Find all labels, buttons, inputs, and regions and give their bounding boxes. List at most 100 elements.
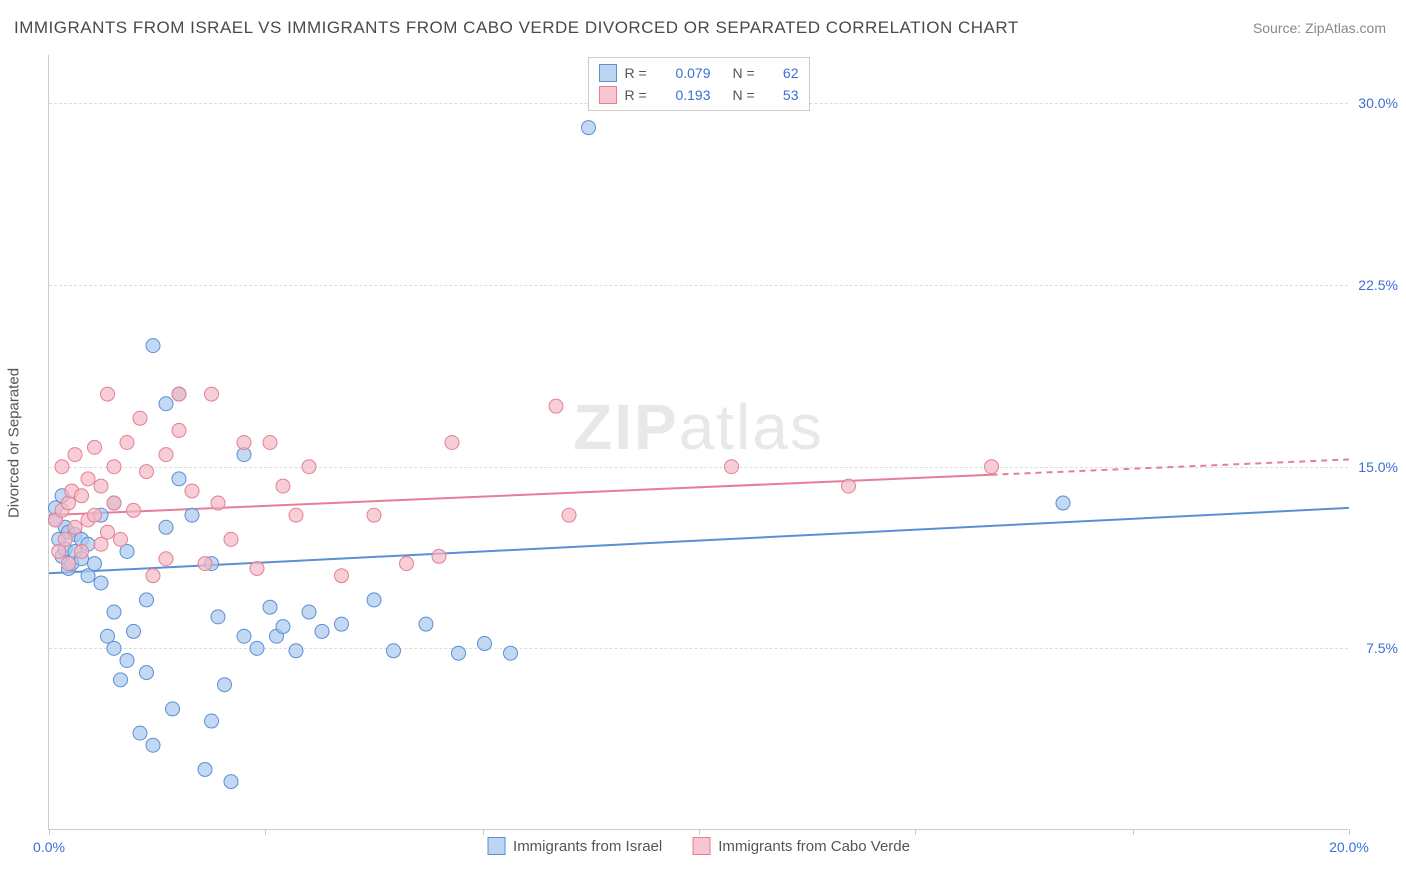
scatter-point: [224, 532, 238, 546]
scatter-point: [263, 436, 277, 450]
scatter-point: [88, 508, 102, 522]
scatter-point: [367, 508, 381, 522]
y-tick-label: 22.5%: [1348, 277, 1398, 293]
legend-swatch-caboverde-b: [692, 837, 710, 855]
scatter-point: [985, 460, 999, 474]
y-axis-label: Divorced or Separated: [6, 367, 23, 517]
n-value-israel: 62: [769, 65, 799, 81]
scatter-point: [159, 397, 173, 411]
x-tick: [915, 829, 916, 835]
scatter-point: [211, 496, 225, 510]
scatter-point: [237, 436, 251, 450]
scatter-point: [367, 593, 381, 607]
chart-area: Divorced or Separated ZIPatlas 7.5%15.0%…: [48, 55, 1348, 830]
source-attribution: Source: ZipAtlas.com: [1253, 20, 1386, 36]
scatter-point: [133, 726, 147, 740]
scatter-point: [250, 641, 264, 655]
scatter-point: [198, 557, 212, 571]
scatter-point: [315, 624, 329, 638]
scatter-point: [94, 576, 108, 590]
scatter-point: [172, 423, 186, 437]
scatter-point: [101, 387, 115, 401]
legend-swatch-israel-b: [487, 837, 505, 855]
scatter-point: [172, 387, 186, 401]
scatter-point: [159, 552, 173, 566]
legend-item-caboverde: Immigrants from Cabo Verde: [692, 837, 910, 855]
scatter-point: [140, 666, 154, 680]
scatter-point: [335, 569, 349, 583]
scatter-point: [185, 484, 199, 498]
scatter-point: [107, 641, 121, 655]
scatter-point: [205, 714, 219, 728]
plot-svg: [49, 55, 1348, 829]
scatter-point: [166, 702, 180, 716]
scatter-point: [146, 738, 160, 752]
scatter-point: [120, 436, 134, 450]
scatter-point: [276, 620, 290, 634]
scatter-point: [432, 549, 446, 563]
y-tick-label: 15.0%: [1348, 459, 1398, 475]
legend-bottom: Immigrants from Israel Immigrants from C…: [487, 837, 910, 855]
n-label: N =: [733, 87, 761, 103]
scatter-point: [62, 557, 76, 571]
trend-lines: [49, 459, 1349, 573]
scatter-point: [75, 489, 89, 503]
legend-stats-row-1: R = 0.193 N = 53: [599, 84, 799, 106]
scatter-point: [211, 610, 225, 624]
scatter-point: [1056, 496, 1070, 510]
scatter-point: [58, 532, 72, 546]
scatter-point: [114, 532, 128, 546]
scatter-point: [159, 448, 173, 462]
x-tick: [699, 829, 700, 835]
scatter-point: [68, 520, 82, 534]
scatter-point: [75, 544, 89, 558]
x-tick-label: 0.0%: [33, 839, 65, 855]
scatter-point: [81, 472, 95, 486]
scatter-point: [419, 617, 433, 631]
scatter-point: [159, 520, 173, 534]
scatter-point: [172, 472, 186, 486]
legend-stats-row-0: R = 0.079 N = 62: [599, 62, 799, 84]
scatter-point: [582, 121, 596, 135]
scatter-point: [107, 605, 121, 619]
scatter-point: [88, 557, 102, 571]
scatter-point: [445, 436, 459, 450]
scatter-point: [263, 600, 277, 614]
plot-region: ZIPatlas 7.5%15.0%22.5%30.0% R = 0.079 N…: [48, 55, 1348, 830]
x-tick: [49, 829, 50, 835]
scatter-point: [114, 673, 128, 687]
scatter-point: [302, 605, 316, 619]
chart-title: IMMIGRANTS FROM ISRAEL VS IMMIGRANTS FRO…: [14, 18, 1019, 38]
r-value-caboverde: 0.193: [661, 87, 711, 103]
legend-label-israel: Immigrants from Israel: [513, 838, 662, 855]
r-label: R =: [625, 65, 653, 81]
scatter-point: [549, 399, 563, 413]
scatter-point: [289, 644, 303, 658]
scatter-point: [276, 479, 290, 493]
scatter-point: [120, 653, 134, 667]
scatter-point: [842, 479, 856, 493]
scatter-point: [146, 339, 160, 353]
legend-swatch-israel: [599, 64, 617, 82]
r-value-israel: 0.079: [661, 65, 711, 81]
x-tick-label: 20.0%: [1329, 839, 1369, 855]
scatter-point: [205, 387, 219, 401]
scatter-point: [302, 460, 316, 474]
legend-swatch-caboverde: [599, 86, 617, 104]
scatter-point: [387, 644, 401, 658]
r-label: R =: [625, 87, 653, 103]
scatter-point: [478, 637, 492, 651]
scatter-point: [562, 508, 576, 522]
scatter-point: [218, 678, 232, 692]
scatter-point: [250, 561, 264, 575]
y-tick-label: 30.0%: [1348, 95, 1398, 111]
legend-item-israel: Immigrants from Israel: [487, 837, 662, 855]
scatter-point: [127, 624, 141, 638]
scatter-point: [140, 465, 154, 479]
scatter-points: [49, 121, 1071, 789]
x-tick: [1349, 829, 1350, 835]
legend-label-caboverde: Immigrants from Cabo Verde: [718, 838, 910, 855]
n-value-caboverde: 53: [769, 87, 799, 103]
scatter-point: [88, 440, 102, 454]
scatter-point: [101, 525, 115, 539]
